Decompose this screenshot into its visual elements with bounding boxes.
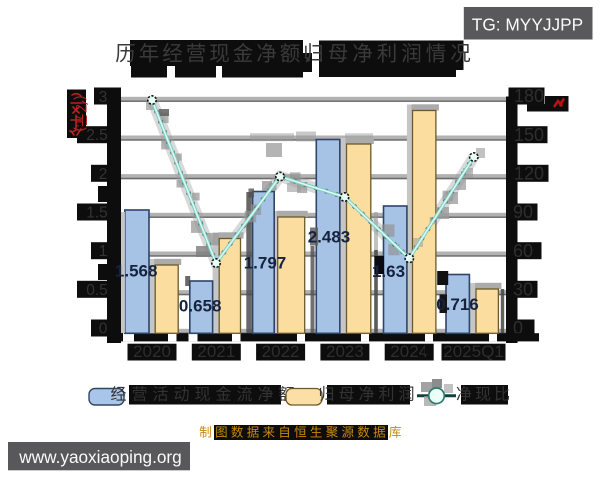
svg-text:180: 180 (514, 86, 544, 106)
svg-text:净现比: 净现比 (456, 386, 513, 404)
svg-text:归母净利润: 归母净利润 (318, 386, 418, 404)
svg-text:制图数据来自恒生聚源数据库: 制图数据来自恒生聚源数据库 (199, 425, 404, 440)
svg-text:TG: MYYJJPP: TG: MYYJJPP (472, 15, 583, 35)
svg-text:1.5: 1.5 (86, 205, 108, 222)
svg-text:0.658: 0.658 (179, 296, 222, 315)
svg-text:www.yaoxiaoping.org: www.yaoxiaoping.org (18, 447, 181, 467)
svg-text:2.483: 2.483 (308, 227, 351, 246)
svg-text:1.568: 1.568 (115, 262, 158, 281)
svg-text:2023: 2023 (326, 342, 364, 361)
svg-text:2022: 2022 (262, 342, 300, 361)
svg-text:2021: 2021 (197, 342, 235, 361)
svg-text:1: 1 (99, 243, 108, 260)
svg-text:归母净利润情况: 归母净利润情况 (303, 43, 475, 66)
svg-text:2: 2 (99, 166, 108, 183)
svg-text:经营活动现金流净额: 经营活动现金流净额 (110, 386, 299, 404)
svg-text:120: 120 (514, 164, 544, 184)
svg-text:(亿元): (亿元) (74, 96, 89, 132)
svg-text:0.716: 0.716 (436, 295, 479, 314)
svg-text:150: 150 (514, 125, 544, 145)
svg-text:0.5: 0.5 (86, 282, 108, 299)
svg-text:历年经营现金净额、: 历年经营现金净额、 (115, 43, 327, 66)
svg-text:90: 90 (513, 202, 533, 222)
svg-text:60: 60 (513, 241, 533, 261)
svg-text:1.63: 1.63 (372, 262, 405, 281)
svg-text:1.797: 1.797 (244, 253, 287, 272)
svg-text:3: 3 (99, 89, 108, 106)
svg-text:2020: 2020 (133, 342, 171, 361)
svg-text:2.5: 2.5 (86, 127, 108, 144)
svg-text:2024: 2024 (390, 342, 428, 361)
svg-text:0: 0 (513, 318, 523, 338)
svg-text:0: 0 (99, 321, 108, 338)
svg-text:30: 30 (513, 280, 533, 300)
svg-text:2025Q1: 2025Q1 (443, 342, 504, 361)
